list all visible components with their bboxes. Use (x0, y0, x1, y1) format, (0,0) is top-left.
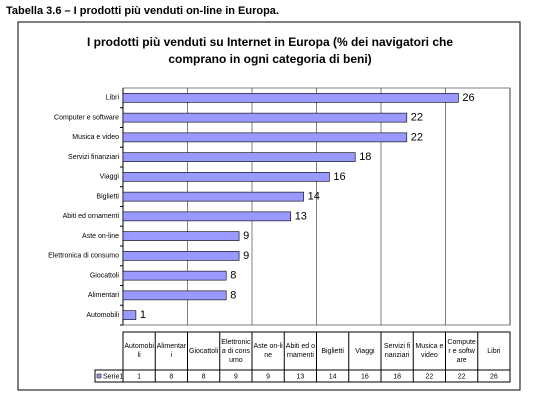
bar (122, 191, 304, 202)
data-label: 14 (308, 191, 320, 203)
table-category-box: Aste on-line (253, 343, 283, 359)
page-heading: Tabella 3.6 – I prodotti più venduti on-… (6, 5, 279, 17)
table-category: Musica e video (415, 343, 444, 359)
table-value: 14 (329, 373, 337, 380)
table-category: Viaggi (355, 347, 375, 355)
table-category: Alimentari (156, 343, 187, 359)
bar (122, 132, 408, 143)
y-tick-label: Viaggi (100, 174, 120, 181)
data-label: 22 (411, 112, 423, 124)
data-label: 9 (243, 250, 249, 262)
data-label: 13 (295, 210, 307, 222)
bar (122, 231, 240, 241)
title-box: I prodotti più venduti su Internet in Eu… (86, 35, 454, 66)
table-category-box: Automobili (124, 343, 154, 359)
table-value: 1 (137, 373, 141, 380)
table-value: 13 (296, 373, 304, 380)
y-tick-label: Automobili (86, 312, 119, 319)
data-label: 8 (230, 270, 236, 282)
table-category-box: Elettronica di consumo (221, 338, 251, 364)
table-value: 9 (266, 373, 270, 380)
table-category-box: Giocattoli (189, 347, 219, 355)
table-category: Servizi finanziari (383, 343, 411, 359)
data-label: 8 (230, 289, 236, 301)
y-tick-label: Biglietti (96, 193, 119, 200)
y-tick-label: Libri (106, 95, 120, 102)
table-category: Giocattoli (189, 347, 219, 355)
table-category: Aste on-line (253, 343, 283, 359)
table-category-box: Biglietti (321, 347, 344, 355)
data-label: 26 (462, 92, 474, 104)
bar (122, 152, 356, 162)
y-tick-label: Servizi finanziari (68, 154, 119, 161)
bar (122, 172, 330, 182)
bar (122, 211, 291, 222)
series-name: Serie1 (103, 373, 123, 380)
chart-title: I prodotti più venduti su Internet in Eu… (86, 35, 454, 66)
table-category-box: Servizi finanziari (383, 343, 411, 359)
table-value: 22 (425, 373, 433, 380)
table-category: Libri (487, 347, 501, 355)
table-category: Biglietti (321, 347, 344, 355)
y-tick-label: Abiti ed ornamenti (63, 213, 120, 220)
table-category: Automobili (124, 343, 154, 359)
y-tick-label: Giocattoli (90, 272, 120, 279)
y-tick-label: Computer e software (54, 114, 119, 121)
table-value: 8 (202, 373, 206, 380)
data-label: 22 (411, 131, 423, 143)
table-category-box: Alimentari (156, 343, 187, 359)
bar (122, 310, 137, 320)
table-label-cell (94, 369, 124, 383)
table-category-box: Abiti ed ornamenti (285, 343, 315, 359)
table-category: Abiti ed ornamenti (285, 343, 315, 359)
legend-key (96, 373, 102, 379)
table-value: 26 (490, 373, 498, 380)
y-tick-label: Alimentari (88, 292, 120, 299)
bar (122, 290, 227, 301)
table-category: Elettronica di consumo (221, 338, 251, 364)
data-label: 9 (243, 230, 249, 242)
bar (122, 112, 408, 123)
y-tick-label: Aste on-line (82, 233, 119, 240)
table-value: 16 (361, 373, 369, 380)
table-value: 18 (393, 373, 401, 380)
bar (122, 251, 240, 261)
table-category-box: Libri (487, 347, 501, 355)
table-category: Computer e software (447, 338, 476, 364)
data-label: 1 (140, 309, 146, 321)
bar (122, 93, 459, 103)
y-tick-label: Elettronica di consumo (48, 253, 119, 260)
y-tick-label: Musica e video (72, 134, 119, 141)
table-value: 9 (234, 373, 238, 380)
bar (122, 270, 227, 281)
table-value: 8 (169, 373, 173, 380)
data-label: 16 (333, 171, 345, 183)
table-category-box: Viaggi (355, 347, 375, 355)
table-category-box: Musica e video (415, 343, 444, 359)
table-value: 22 (458, 373, 466, 380)
table-category-box: Computer e software (447, 338, 476, 364)
data-label: 18 (359, 151, 371, 163)
